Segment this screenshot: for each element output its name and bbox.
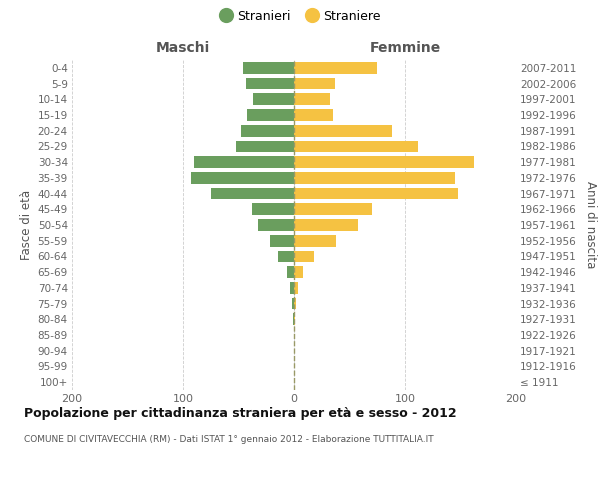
Bar (253, 94, 294, 105)
Bar (294, 282, 298, 294)
Bar (191, 172, 294, 184)
Y-axis label: Fasce di età: Fasce di età (20, 190, 34, 260)
Bar (294, 125, 392, 136)
Bar (294, 140, 418, 152)
Text: Popolazione per cittadinanza straniera per età e sesso - 2012: Popolazione per cittadinanza straniera p… (24, 408, 457, 420)
Bar (293, 314, 294, 325)
Bar (211, 188, 294, 200)
Bar (290, 282, 294, 294)
Y-axis label: Anni di nascita: Anni di nascita (584, 182, 597, 268)
Bar (294, 235, 336, 246)
Text: COMUNE DI CIVITAVECCHIA (RM) - Dati ISTAT 1° gennaio 2012 - Elaborazione TUTTITA: COMUNE DI CIVITAVECCHIA (RM) - Dati ISTA… (24, 435, 434, 444)
Bar (294, 156, 474, 168)
Bar (294, 78, 335, 90)
Bar (252, 204, 294, 215)
Bar (294, 204, 372, 215)
Bar (194, 156, 294, 168)
Bar (292, 298, 294, 310)
Bar (269, 235, 294, 246)
Bar (278, 250, 294, 262)
Bar (247, 109, 294, 121)
Bar (294, 172, 455, 184)
Bar (294, 109, 333, 121)
Bar (294, 188, 458, 200)
Bar (236, 140, 294, 152)
Bar (294, 250, 314, 262)
Bar (243, 62, 294, 74)
Bar (294, 298, 296, 310)
Bar (287, 266, 294, 278)
Bar (294, 266, 303, 278)
Bar (259, 219, 294, 231)
Bar (246, 78, 294, 90)
Bar (294, 62, 377, 74)
Legend: Stranieri, Straniere: Stranieri, Straniere (215, 5, 386, 28)
Bar (294, 94, 329, 105)
Bar (294, 314, 295, 325)
Bar (294, 219, 358, 231)
Text: Maschi: Maschi (156, 42, 210, 56)
Bar (241, 125, 294, 136)
Text: Femmine: Femmine (370, 42, 440, 56)
